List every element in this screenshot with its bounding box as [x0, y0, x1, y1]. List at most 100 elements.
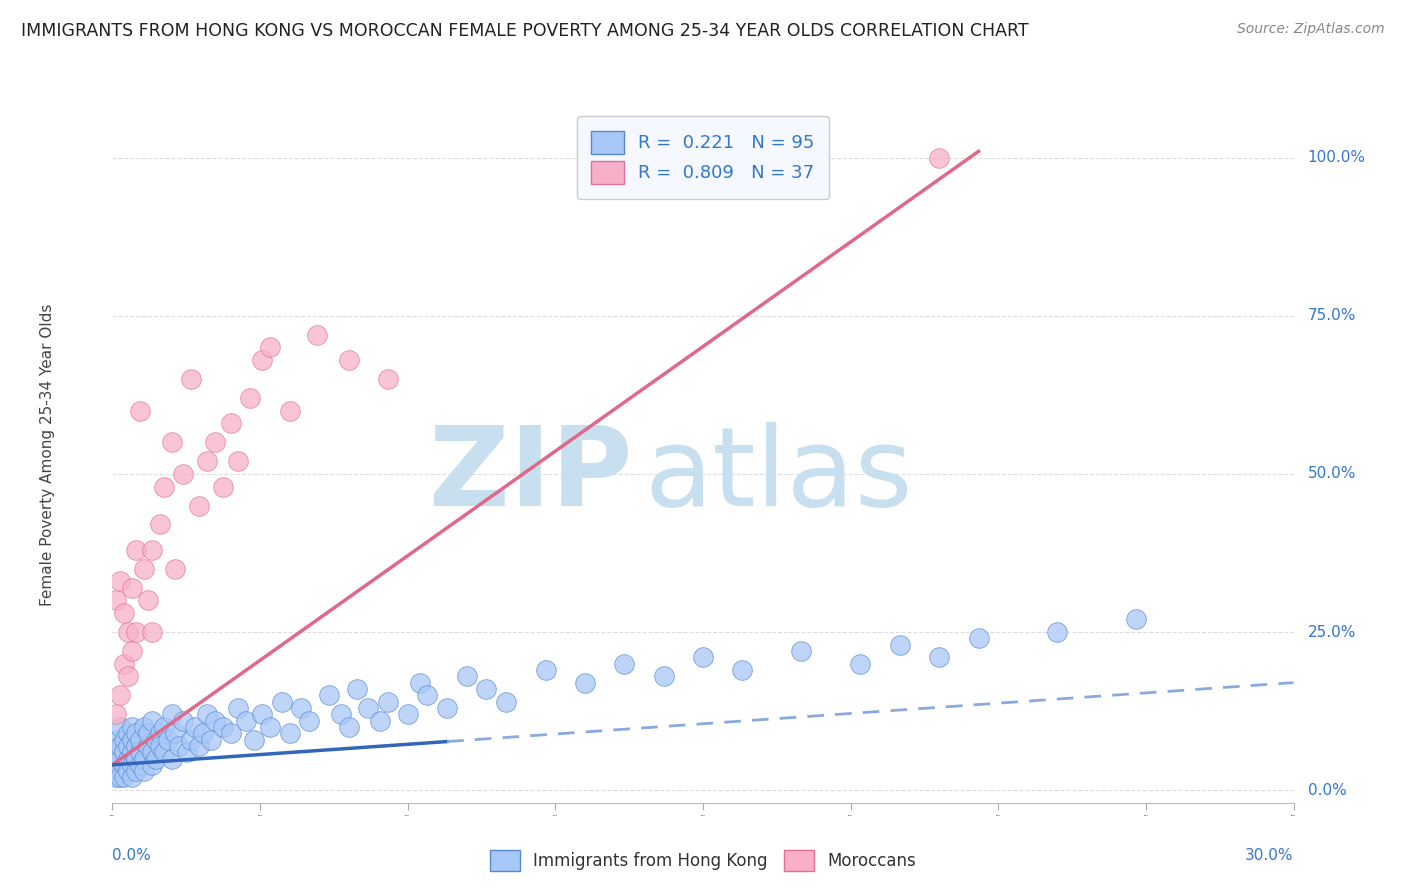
Point — [534, 663, 557, 677]
Point — [377, 695, 399, 709]
Point — [105, 745, 128, 759]
Point — [889, 638, 911, 652]
Point — [129, 745, 152, 759]
Point — [152, 720, 174, 734]
Point — [228, 454, 250, 468]
Point — [849, 657, 872, 671]
Point — [121, 757, 143, 772]
Point — [290, 701, 312, 715]
Text: IMMIGRANTS FROM HONG KONG VS MOROCCAN FEMALE POVERTY AMONG 25-34 YEAR OLDS CORRE: IMMIGRANTS FROM HONG KONG VS MOROCCAN FE… — [21, 22, 1029, 40]
Point — [121, 745, 143, 759]
Point — [188, 499, 211, 513]
Point — [318, 688, 340, 702]
Point — [132, 720, 155, 734]
Text: atlas: atlas — [644, 422, 912, 529]
Text: 0.0%: 0.0% — [1308, 782, 1347, 797]
Point — [121, 644, 143, 658]
Point — [145, 732, 167, 747]
Point — [112, 657, 135, 671]
Point — [141, 714, 163, 728]
Point — [204, 714, 226, 728]
Point — [200, 732, 222, 747]
Point — [436, 701, 458, 715]
Text: 75.0%: 75.0% — [1308, 309, 1355, 323]
Point — [149, 739, 172, 753]
Point — [125, 542, 148, 557]
Text: 100.0%: 100.0% — [1308, 150, 1365, 165]
Point — [307, 327, 329, 342]
Point — [408, 675, 430, 690]
Text: 0.0%: 0.0% — [112, 848, 152, 863]
Point — [270, 695, 292, 709]
Point — [967, 632, 990, 646]
Text: 25.0%: 25.0% — [1308, 624, 1355, 640]
Point — [160, 435, 183, 450]
Point — [337, 353, 360, 368]
Point — [121, 581, 143, 595]
Point — [188, 739, 211, 753]
Point — [105, 732, 128, 747]
Point — [141, 757, 163, 772]
Point — [117, 625, 139, 640]
Point — [141, 542, 163, 557]
Point — [121, 771, 143, 785]
Point — [184, 720, 207, 734]
Point — [329, 707, 352, 722]
Point — [110, 688, 132, 702]
Point — [141, 625, 163, 640]
Point — [298, 714, 321, 728]
Point — [136, 739, 159, 753]
Point — [132, 751, 155, 765]
Point — [278, 726, 301, 740]
Point — [574, 675, 596, 690]
Point — [110, 771, 132, 785]
Point — [121, 720, 143, 734]
Point — [152, 745, 174, 759]
Point — [105, 757, 128, 772]
Point — [239, 391, 262, 405]
Point — [136, 726, 159, 740]
Point — [692, 650, 714, 665]
Point — [243, 732, 266, 747]
Point — [250, 353, 273, 368]
Point — [117, 764, 139, 779]
Point — [731, 663, 754, 677]
Point — [117, 739, 139, 753]
Point — [165, 562, 187, 576]
Point — [416, 688, 439, 702]
Point — [337, 720, 360, 734]
Point — [172, 467, 194, 481]
Point — [125, 764, 148, 779]
Point — [219, 726, 242, 740]
Point — [211, 479, 233, 493]
Point — [928, 151, 950, 165]
Point — [278, 403, 301, 417]
Point — [110, 751, 132, 765]
Point — [129, 403, 152, 417]
Point — [235, 714, 257, 728]
Point — [132, 562, 155, 576]
Text: 50.0%: 50.0% — [1308, 467, 1355, 482]
Point — [141, 745, 163, 759]
Point — [219, 417, 242, 431]
Point — [110, 574, 132, 589]
Point — [475, 681, 498, 696]
Point — [149, 726, 172, 740]
Point — [160, 751, 183, 765]
Point — [145, 751, 167, 765]
Point — [136, 593, 159, 607]
Point — [169, 739, 191, 753]
Point — [211, 720, 233, 734]
Point — [125, 726, 148, 740]
Point — [613, 657, 636, 671]
Point — [346, 681, 368, 696]
Point — [112, 606, 135, 620]
Point — [110, 720, 132, 734]
Text: Source: ZipAtlas.com: Source: ZipAtlas.com — [1237, 22, 1385, 37]
Point — [125, 751, 148, 765]
Text: Female Poverty Among 25-34 Year Olds: Female Poverty Among 25-34 Year Olds — [39, 304, 55, 606]
Point — [117, 669, 139, 683]
Point — [180, 732, 202, 747]
Point — [396, 707, 419, 722]
Point — [928, 650, 950, 665]
